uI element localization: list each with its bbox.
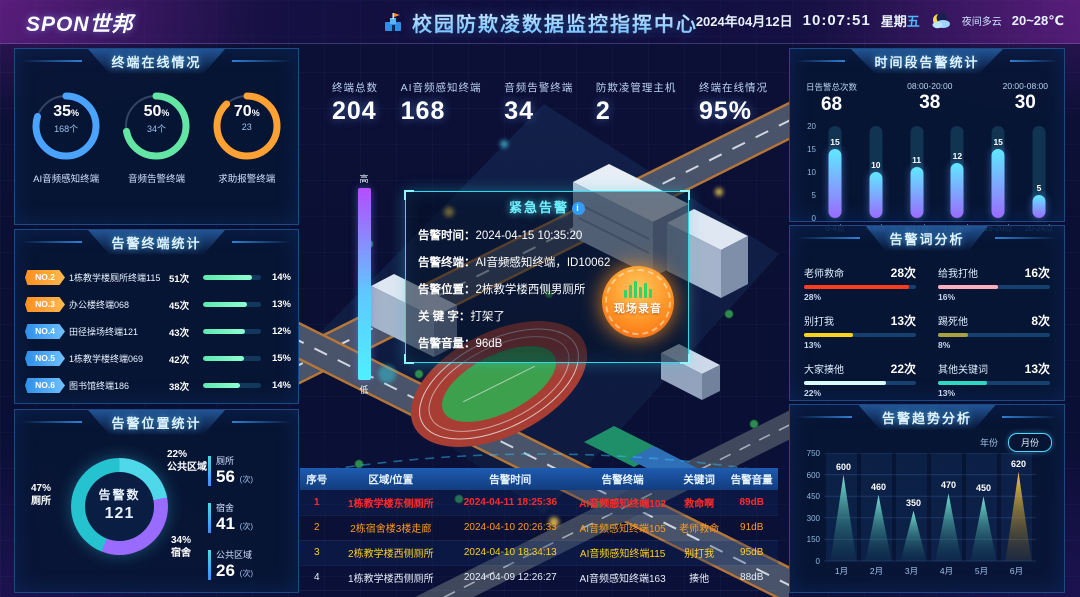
alert-terminal-row: 告警终端：AI音频感知终端，ID10062 — [418, 257, 611, 269]
rank-badge: NO.4 — [25, 324, 65, 339]
word-item: 老师救命 28次 28% — [804, 266, 916, 302]
time-bar: 1212-16点 — [942, 126, 972, 233]
table-row[interactable]: 1 1栋教学楼东侧厕所 2024-04-11 18:25:36 AI音频感知终端10… — [300, 490, 778, 516]
location-donut-center: 告警数 121 — [98, 488, 141, 522]
callout-public-area: 22% 公共区域 — [167, 449, 207, 473]
panel-terminal-online: 终端在线情况 35% 168个 AI音频感知终端 50% 34个 音频告警终端 — [14, 48, 299, 225]
school-icon — [385, 12, 401, 31]
x-axis: 1月 2月 3月 4月 5月 6月 — [834, 566, 1024, 576]
word-item: 大家揍他 22次 22% — [804, 362, 916, 398]
y-axis: 20 15 10 5 0 — [807, 122, 816, 223]
toggle-year[interactable]: 年份 — [979, 438, 998, 448]
page-title: 校园防欺凌数据监控指挥中心 — [382, 8, 698, 37]
trend-chart: 750 600 450 300 150 0 — [807, 449, 1036, 583]
summary-stats: 终端总数 204 AI音频感知终端 168 音频告警终端 34 防欺凌管理主机 2 终端… — [332, 80, 768, 126]
time-bar: 104-8点 — [861, 126, 891, 233]
weekday-text: 星期五 — [880, 14, 920, 29]
legend-gradient-bar — [357, 188, 371, 380]
legend-low-label: 低 — [359, 385, 369, 395]
rank-badge: NO.3 — [25, 297, 65, 312]
table-row[interactable]: 4 1栋教学楼西侧厕所 2024-04-09 12:26:27 AI音频感知终端16… — [300, 565, 778, 591]
panel-time-period-stats: 时间段告警统计 日告警总次数 68 08:00-20:00 38 20:00-08:… — [789, 48, 1065, 233]
brand-logo: SPON世邦 — [26, 13, 134, 36]
summary-daytime: 08:00-20:00 38 — [907, 81, 953, 113]
map-density-legend: 高 低 — [357, 172, 371, 396]
word-item: 其他关键词 13次 13% — [938, 362, 1050, 398]
rank-row: NO.5 1栋教学楼终端069 42次 15% — [25, 345, 291, 372]
panel-alarm-words: 告警词分析 老师救命 28次 28% 给我打他 16次 16% 别打我 13次 13%… — [789, 225, 1065, 401]
toggle-month[interactable]: 月份 — [1007, 433, 1052, 452]
emergency-alert-popup: 紧急告警 i 告警时间：2024-04-15 10:35:20 告警终端：AI音频… — [404, 190, 690, 364]
header-info: 2024年04月12日 10:07:51 星期五 夜间多云 20~28℃ — [696, 11, 1064, 30]
legend-item-toilet: 厕所 56 (次) — [208, 454, 286, 487]
legend-high-label: 高 — [359, 174, 369, 184]
stat-online-rate: 终端在线情况 95% — [698, 82, 768, 125]
rank-badge: NO.5 — [25, 351, 65, 366]
stat-audio-alarm-terminals: 音频告警终端 34 — [504, 82, 574, 125]
panel-title-online: 终端在线情况 — [87, 48, 226, 74]
time-bar: 1516-20点 — [983, 126, 1013, 233]
word-item: 给我打他 16次 16% — [938, 266, 1050, 302]
rank-row: NO.4 田径操场终端121 43次 12% — [25, 318, 291, 345]
info-icon[interactable]: i — [572, 202, 585, 215]
summary-nighttime: 20:00-08:00 30 — [1002, 81, 1048, 113]
alert-time-row: 告警时间：2024-04-15 10:35:20 — [418, 230, 583, 242]
rank-row: NO.2 1栋教学楼厕所终端115 51次 14% — [25, 264, 291, 291]
alarm-record-table: 序号 区域/位置 告警时间 告警终端 关键词 告警音量 1 1栋教学楼东侧厕所 2024-0… — [300, 468, 778, 591]
table-row[interactable]: 3 2栋教学楼西侧厕所 2024-04-10 18:34:13 AI音频感知终端11… — [300, 540, 778, 566]
time-bar: 520-24点 — [1024, 126, 1054, 233]
weather-text: 夜间多云 — [961, 17, 1002, 28]
location-donut-chart — [71, 458, 168, 555]
header: SPON世邦 校园防欺凌数据监控指挥中心 2024年04月12日 10:07:5… — [0, 0, 1080, 44]
temperature-text: 20~28℃ — [1011, 12, 1064, 28]
panel-title-trend: 告警趋势分析 — [858, 404, 997, 430]
panel-title-location: 告警位置统计 — [87, 409, 226, 435]
time-bar: 150-4点 — [820, 126, 850, 233]
legend-item-dormitory: 宿舍 41 (次) — [208, 501, 286, 534]
table-row[interactable]: 2 2栋宿舍楼3楼走廊 2024-04-10 20:26:33 AI音频感知终端10… — [300, 515, 778, 541]
rank-badge: NO.6 — [25, 378, 65, 393]
gauge-help-alarm: 70% 23 求助报警终端 — [203, 87, 291, 185]
time-text: 10:07:51 — [802, 12, 871, 29]
summary-daily-total: 日告警总次数 68 — [806, 82, 858, 115]
panel-alarm-terminal-stats: 告警终端统计 NO.2 1栋教学楼厕所终端115 51次 14% NO.3 办公… — [14, 229, 299, 404]
page-title-text: 校园防欺凌数据监控指挥中心 — [412, 8, 698, 37]
callout-toilet: 47% 厕所 — [31, 483, 52, 507]
live-recording-label: 现场录音 — [614, 303, 662, 315]
date-text: 2024年04月12日 — [695, 14, 793, 29]
gauge-audio-alarm: 50% 34个 音频告警终端 — [112, 87, 200, 185]
panel-alarm-trend: 告警趋势分析 年份 月份 750 600 450 300 150 0 — [789, 404, 1065, 593]
y-axis: 750 600 450 300 150 0 — [806, 449, 820, 566]
live-recording-button[interactable]: 现场录音 — [602, 266, 674, 338]
panel-title-terminal-rank: 告警终端统计 — [87, 229, 226, 255]
alert-location-row: 告警位置：2栋教学楼西侧男厕所 — [418, 284, 586, 296]
table-header-row: 序号 区域/位置 告警时间 告警终端 关键词 告警音量 — [300, 468, 778, 490]
popup-title: 紧急告警 i — [406, 197, 688, 216]
callout-dormitory: 34% 宿舍 — [171, 535, 192, 559]
legend-item-public-area: 公共区域 26 (次) — [208, 548, 286, 581]
alert-volume-row: 告警音量：96dB — [418, 338, 503, 350]
panel-title-words: 告警词分析 — [865, 225, 989, 251]
gauge-ai-audio: 35% 168个 AI音频感知终端 — [22, 87, 110, 185]
word-item: 踢死他 8次 8% — [938, 314, 1050, 350]
stat-ai-audio-terminals: AI音频感知终端 168 — [400, 82, 482, 125]
panel-alarm-location-stats: 告警位置统计 告警数 121 47% 厕所 22% 公共区域 34% 宿舍 厕所 56… — [14, 409, 299, 593]
rank-row: NO.3 办公楼终端068 45次 13% — [25, 291, 291, 318]
word-item: 别打我 13次 13% — [804, 314, 916, 350]
night-cloudy-icon — [932, 12, 950, 28]
time-bar: 118-12点 — [902, 126, 932, 233]
rank-badge: NO.2 — [25, 270, 65, 285]
stat-terminal-total: 终端总数 204 — [332, 82, 378, 125]
equalizer-icon — [602, 280, 674, 298]
alert-keyword-row: 关 键 字：打架了 — [418, 311, 505, 323]
stat-host-count: 防欺凌管理主机 2 — [595, 82, 677, 125]
rank-row: NO.6 图书馆终端186 38次 14% — [25, 372, 291, 399]
panel-title-time-stats: 时间段告警统计 — [850, 48, 1004, 74]
